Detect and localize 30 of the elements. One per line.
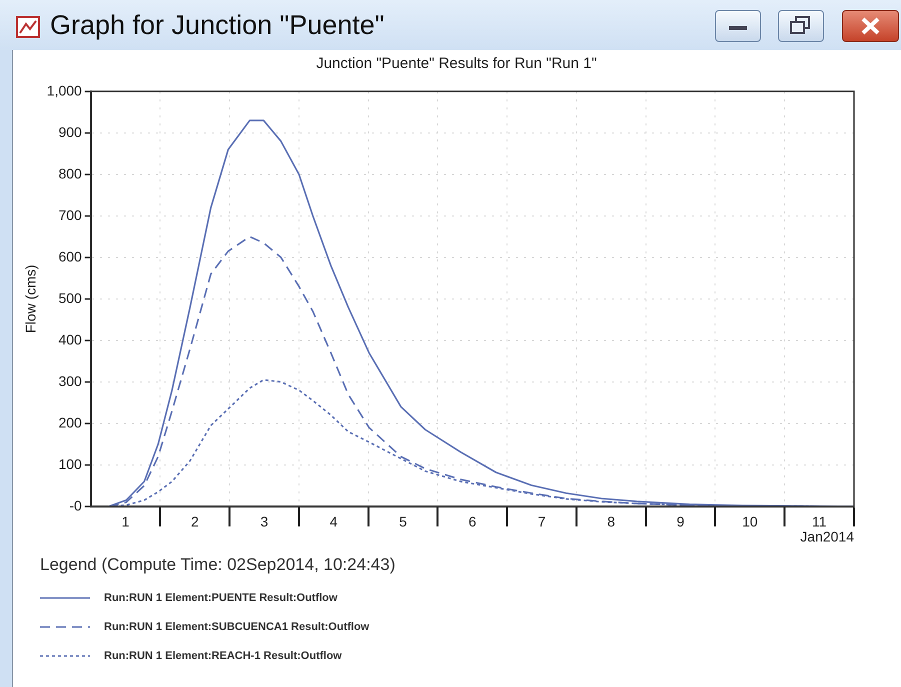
y-tick-label: 800 (58, 165, 82, 182)
legend-label: Run:RUN 1 Element:REACH-1 Result:Outflow (104, 650, 342, 662)
x-tick-label: 5 (399, 514, 408, 530)
y-tick-label: 600 (58, 248, 82, 264)
y-tick-label: 400 (58, 331, 82, 348)
chart-title: Graph for Junction "Puente" (50, 10, 384, 41)
x-axis-title: Jan2014 (800, 528, 854, 544)
x-tick-label: 4 (330, 514, 338, 530)
y-tick-label: 200 (58, 414, 82, 430)
x-tick-label: 1 (122, 514, 130, 530)
x-tick-label: 2 (191, 514, 200, 530)
y-tick-label: 300 (58, 372, 82, 389)
y-tick-label: 100 (58, 456, 82, 472)
x-tick-label: 7 (538, 514, 546, 530)
y-tick-label: 500 (58, 290, 82, 306)
x-tick-label: 8 (607, 514, 616, 530)
y-axis-title: Flow (cms) (22, 264, 38, 334)
y-tick-label: 700 (58, 206, 82, 223)
x-tick-label: 11 (812, 514, 827, 530)
x-tick-label: 10 (742, 514, 758, 530)
x-tick-label: 3 (260, 514, 268, 530)
legend-label: Run:RUN 1 Element:SUBCUENCA1 Result:Outflow (104, 620, 370, 632)
x-tick-label: 6 (468, 514, 477, 530)
chart-subtitle: Junction "Puente" Results for Run "Run 1" (315, 55, 598, 72)
y-tick-label: 1,000 (46, 82, 82, 98)
y-tick-label: 900 (58, 124, 82, 140)
x-tick-label: 9 (676, 514, 685, 530)
legend-title: Legend (Compute Time: 02Sep2014, 10:24:43) (40, 555, 396, 575)
legend-label: Run:RUN 1 Element:PUENTE Result:Outflow (104, 592, 338, 604)
y-tick-label: -0 (69, 497, 82, 514)
